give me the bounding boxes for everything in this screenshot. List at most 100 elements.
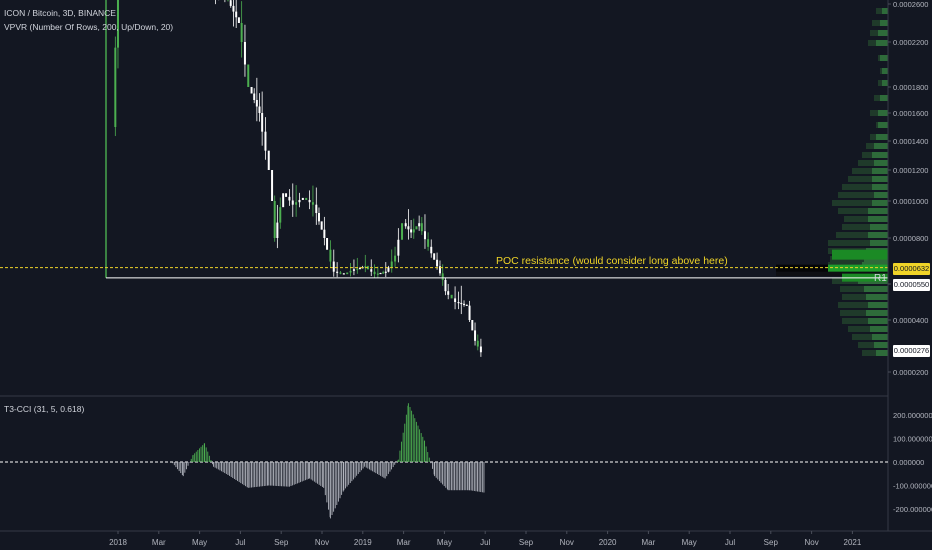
price-candle-body	[479, 346, 482, 353]
symbol-title[interactable]: ICON / Bitcoin, 3D, BINANCE	[4, 8, 116, 18]
volume-bar	[868, 40, 876, 46]
price-tick-label: 0.0002600	[893, 0, 928, 9]
price-candle-body	[240, 23, 243, 42]
price-candle-body	[376, 273, 379, 275]
volume-bar	[870, 240, 888, 246]
price-candle-body	[364, 266, 367, 268]
price-candle-body	[454, 298, 457, 302]
price-tick-label: 0.0000200	[893, 368, 928, 377]
volume-bar	[872, 152, 888, 158]
volume-bar	[870, 326, 888, 332]
price-tick-label: 0.0001600	[893, 109, 928, 118]
price-candle-body	[247, 64, 250, 87]
price-candle-body	[253, 93, 256, 100]
volume-bar	[858, 160, 874, 166]
cci-axis[interactable]: 200.000000 100.000000 0.000000 -100.000000 -…	[893, 411, 932, 514]
price-candle-body	[261, 113, 264, 132]
price-candle-body	[404, 223, 407, 227]
poc-price-badge: 0.0000632	[893, 263, 930, 275]
volume-bar	[842, 294, 866, 300]
price-candle-body	[346, 272, 349, 275]
price-tick-label: 0.0001800	[893, 83, 928, 92]
volume-bar	[874, 143, 888, 149]
price-candle-body	[407, 226, 410, 230]
price-candle-body	[317, 213, 320, 222]
volume-bar	[874, 160, 888, 166]
price-candle-body	[420, 223, 423, 232]
price-candle-body	[441, 273, 444, 280]
price-candle-body	[329, 249, 332, 262]
price-candle-body	[463, 303, 466, 305]
price-candle-body	[301, 197, 304, 200]
time-tick-label: 2018	[109, 538, 127, 547]
time-tick-label: 2020	[599, 538, 617, 547]
volume-bar	[870, 134, 876, 140]
volume-bar	[876, 134, 888, 140]
price-candle-body	[116, 0, 119, 48]
price-candle-body	[382, 272, 385, 274]
price-candle-body	[315, 204, 318, 214]
volume-bar	[876, 122, 878, 128]
price-candle-body	[291, 200, 294, 205]
price-candle-body	[412, 229, 415, 233]
time-tick-label: Jul	[480, 538, 490, 547]
price-candle-body	[305, 197, 308, 200]
price-candle-body	[114, 47, 117, 127]
price-candle-body	[323, 229, 326, 238]
t3cci-indicator-label[interactable]: T3-CCI (31, 5, 0.618)	[4, 404, 85, 414]
volume-bar	[852, 168, 872, 174]
price-candle-body	[387, 267, 390, 272]
volume-profile	[776, 8, 888, 356]
time-tick-label: Nov	[804, 538, 818, 547]
volume-bar	[874, 95, 880, 101]
poc-annotation[interactable]: POC resistance (would consider long abov…	[496, 255, 728, 267]
time-tick-label: Mar	[397, 538, 411, 547]
price-candle-body	[235, 11, 238, 18]
time-tick-label: May	[682, 538, 697, 547]
volume-bar	[868, 302, 888, 308]
price-candle-body	[339, 272, 342, 274]
price-candle-body	[468, 305, 471, 320]
price-candle-body	[444, 279, 447, 292]
volume-bar	[842, 184, 872, 190]
price-candle-body	[308, 199, 311, 203]
time-tick-label: 2019	[354, 538, 372, 547]
volume-bar	[876, 40, 888, 46]
last-price-badge: 0.0000276	[893, 345, 930, 357]
volume-bar	[878, 55, 880, 61]
price-candle-body	[326, 238, 329, 250]
volume-bar	[840, 286, 864, 292]
volume-bar	[866, 143, 874, 149]
time-tick-label: Mar	[642, 538, 656, 547]
volume-bar	[842, 318, 868, 324]
price-candle-body	[358, 268, 361, 270]
cci-histogram	[172, 403, 485, 519]
price-tick-label: 0.0000800	[893, 234, 928, 243]
cci-tick-label: 0.000000	[893, 458, 924, 467]
time-axis[interactable]: 2018 Mar May Jul Sep Nov 2019 Mar May Jul Sep Nov 20…	[109, 531, 862, 547]
volume-bar	[870, 110, 878, 116]
time-tick-label: Nov	[560, 538, 574, 547]
price-candle-body	[423, 231, 426, 240]
volume-bar	[876, 8, 882, 14]
price-candle-body	[232, 5, 235, 12]
volume-bar	[878, 122, 888, 128]
price-candle-body	[430, 246, 433, 254]
price-candle-body	[384, 271, 387, 273]
price-candle-body	[436, 259, 439, 267]
price-axis[interactable]: 0.0002600 0.0002200 0.0001800 0.0001600 0.00…	[888, 0, 928, 377]
time-tick-label: Sep	[274, 538, 289, 547]
volume-bar	[878, 30, 888, 36]
volume-bar	[880, 20, 888, 26]
volume-bar	[840, 310, 866, 316]
price-candle-body	[295, 202, 298, 205]
price-tick-label: 0.0002200	[893, 38, 928, 47]
price-candle-body	[276, 222, 279, 238]
price-candle-body	[438, 266, 441, 274]
price-candle-body	[433, 253, 436, 260]
r1-label: R1	[874, 273, 887, 284]
vpvr-indicator-label[interactable]: VPVR (Number Of Rows, 200, Up/Down, 20)	[4, 22, 174, 32]
volume-bar	[882, 80, 888, 86]
price-candle-body	[356, 268, 359, 270]
